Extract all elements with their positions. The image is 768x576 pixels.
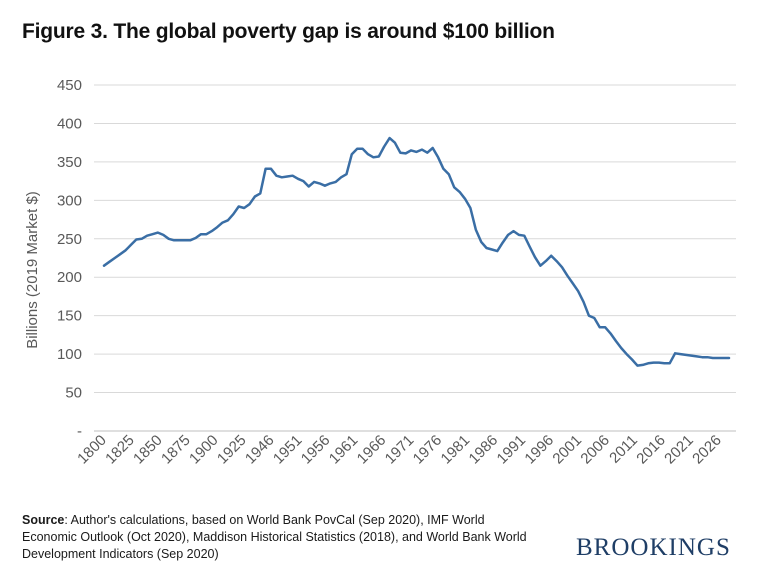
- y-tick-label: 250: [57, 231, 82, 248]
- x-tick-label: 1966: [354, 432, 390, 468]
- x-tick-label: 1996: [521, 432, 557, 468]
- x-tick-label: 1981: [438, 432, 474, 468]
- line-chart: - 50 100 150 200 250 300 350 400 450 180018251850…: [24, 77, 736, 468]
- y-axis-label: Billions (2019 Market $): [24, 191, 41, 349]
- x-tick-label: 2026: [689, 432, 725, 468]
- y-tick-label: 450: [57, 77, 82, 94]
- source-text: : Author's calculations, based on World …: [22, 513, 527, 561]
- source-note: Source: Author's calculations, based on …: [22, 512, 542, 563]
- brookings-logo: BROOKINGS: [576, 534, 731, 561]
- y-tick-label: 300: [57, 192, 82, 209]
- x-tick-label: 1946: [242, 432, 278, 468]
- gridlines: [94, 84, 736, 394]
- x-tick-label: 1986: [466, 432, 502, 468]
- x-tick-label: 1971: [382, 432, 418, 468]
- y-tick-label: 50: [65, 385, 82, 402]
- y-axis-ticks: - 50 100 150 200 250 300 350 400 450: [57, 77, 82, 440]
- chart-title: Figure 3. The global poverty gap is arou…: [22, 20, 555, 43]
- y-tick-label: 350: [57, 154, 82, 171]
- x-tick-label: 1991: [494, 432, 530, 468]
- x-tick-label: 1850: [130, 432, 166, 468]
- y-tick-label: -: [77, 423, 82, 440]
- y-tick-label: 150: [57, 308, 82, 325]
- x-tick-label: 1951: [270, 432, 306, 468]
- series-line: [102, 136, 731, 367]
- x-tick-label: 2021: [661, 432, 697, 468]
- x-tick-label: 1875: [158, 432, 194, 468]
- y-tick-label: 100: [57, 346, 82, 363]
- x-tick-label: 1956: [298, 432, 334, 468]
- x-tick-label: 1976: [410, 432, 446, 468]
- x-tick-label: 1925: [214, 432, 250, 468]
- x-tick-label: 2011: [606, 432, 641, 467]
- x-tick-label: 2016: [633, 432, 669, 468]
- x-tick-label: 1825: [102, 432, 138, 468]
- y-tick-label: 400: [57, 115, 82, 132]
- x-tick-label: 2001: [549, 432, 585, 468]
- x-tick-label: 2006: [577, 432, 613, 468]
- y-tick-label: 200: [57, 269, 82, 286]
- x-tick-label: 1900: [186, 432, 222, 468]
- x-tick-label: 1961: [326, 432, 362, 468]
- source-label: Source: [22, 513, 65, 527]
- x-axis-ticks: 1800182518501875190019251946195119561961…: [74, 432, 725, 468]
